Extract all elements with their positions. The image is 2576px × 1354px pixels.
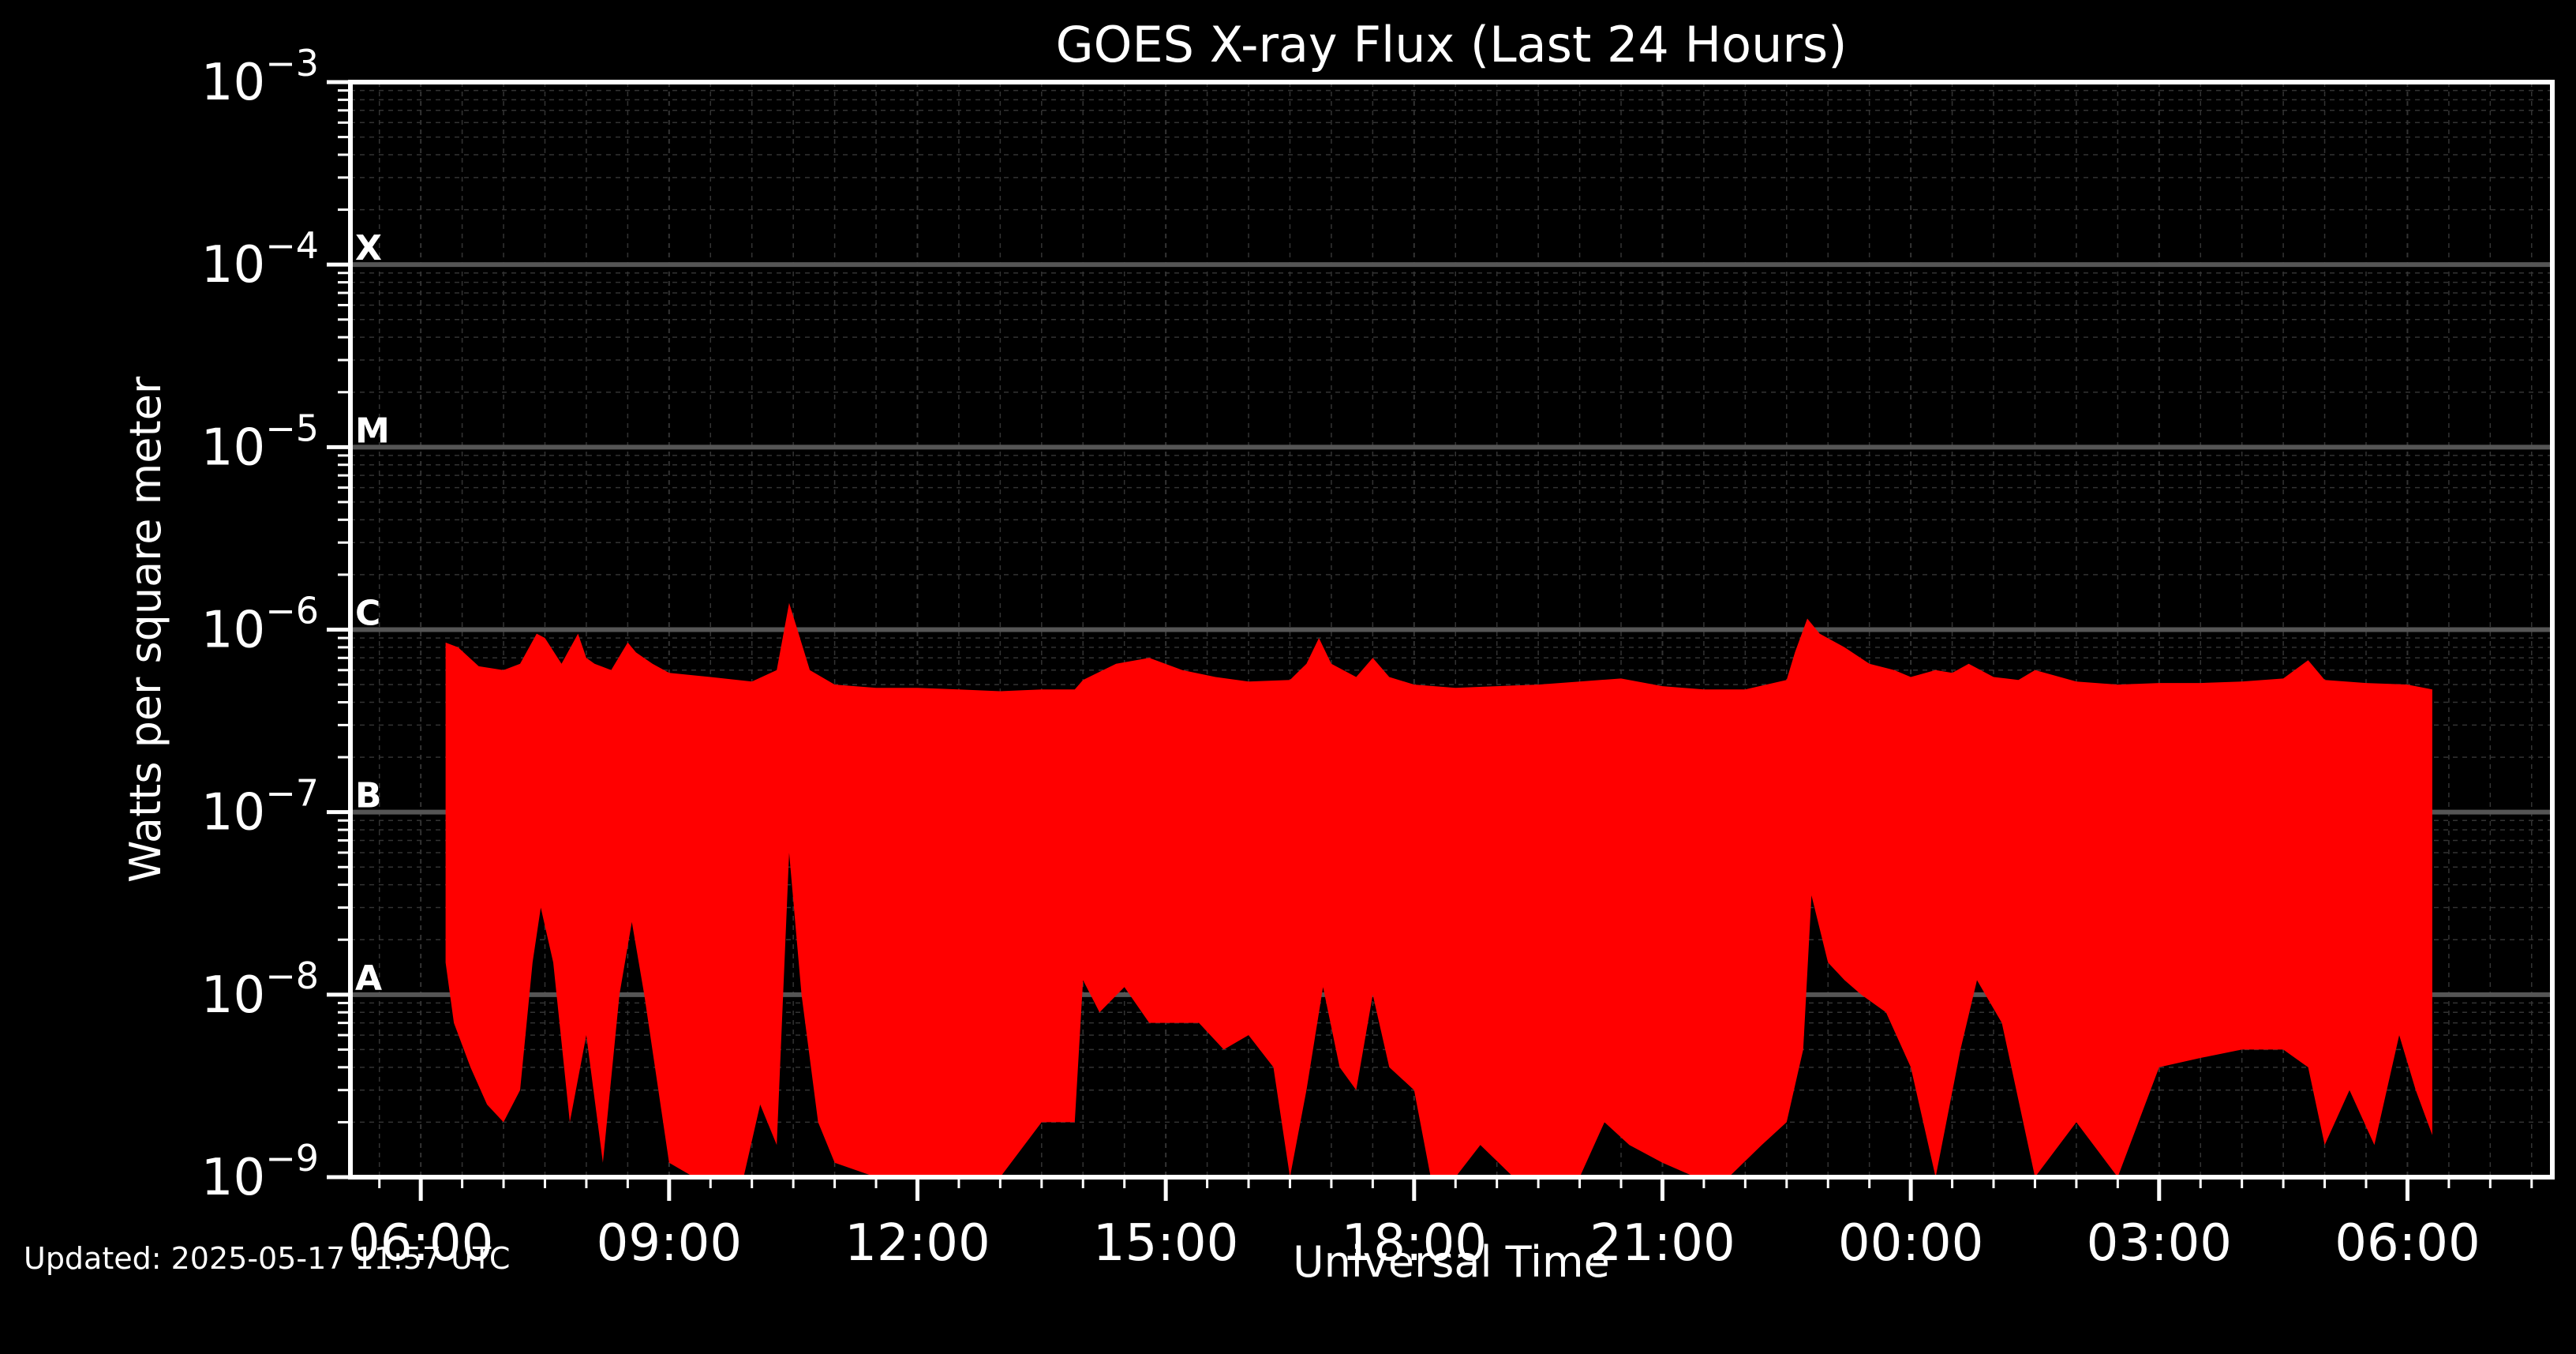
x-axis: 06:00 09:00 12:00 15:00 18:00 21:00 00:00 03:00…	[348, 1177, 2533, 1273]
x-tick-label: 06:00	[2334, 1214, 2480, 1273]
flux-area	[445, 602, 2432, 1177]
x-tick-label: 21:00	[1589, 1214, 1735, 1273]
chart-title: GOES X-ray Flux (Last 24 Hours)	[1056, 16, 1848, 73]
x-tick-label: 18:00	[1342, 1214, 1487, 1273]
class-label-c: C	[355, 594, 380, 634]
y-tick-label: 10−4	[201, 224, 319, 294]
class-label-x: X	[355, 228, 382, 268]
class-label-a: A	[355, 958, 382, 999]
x-tick-label: 03:00	[2087, 1214, 2232, 1273]
class-label-m: M	[355, 411, 390, 451]
y-axis-label: Watts per square meter	[121, 376, 170, 883]
x-tick-label: 06:00	[348, 1214, 493, 1273]
y-tick-label: 10−5	[201, 407, 319, 477]
x-tick-label: 12:00	[844, 1214, 990, 1273]
x-tick-label: 00:00	[1838, 1214, 1983, 1273]
y-tick-label: 10−6	[201, 590, 319, 660]
flare-class-labels: A B C M X	[355, 228, 390, 999]
updated-timestamp: Updated: 2025-05-17 11:57 UTC	[24, 1241, 511, 1276]
y-tick-label: 10−3	[201, 42, 319, 112]
x-axis-label: Universal Time	[1293, 1237, 1610, 1287]
y-tick-label: 10−8	[201, 955, 319, 1025]
x-tick-label: 15:00	[1093, 1214, 1238, 1273]
y-axis: 10−9 10−8 10−7 10−6 10−5 10−4 10−3	[201, 42, 350, 1207]
y-tick-label: 10−9	[201, 1137, 319, 1207]
x-tick-label: 09:00	[597, 1214, 742, 1273]
class-label-b: B	[355, 776, 382, 816]
y-tick-label: 10−7	[201, 772, 319, 842]
